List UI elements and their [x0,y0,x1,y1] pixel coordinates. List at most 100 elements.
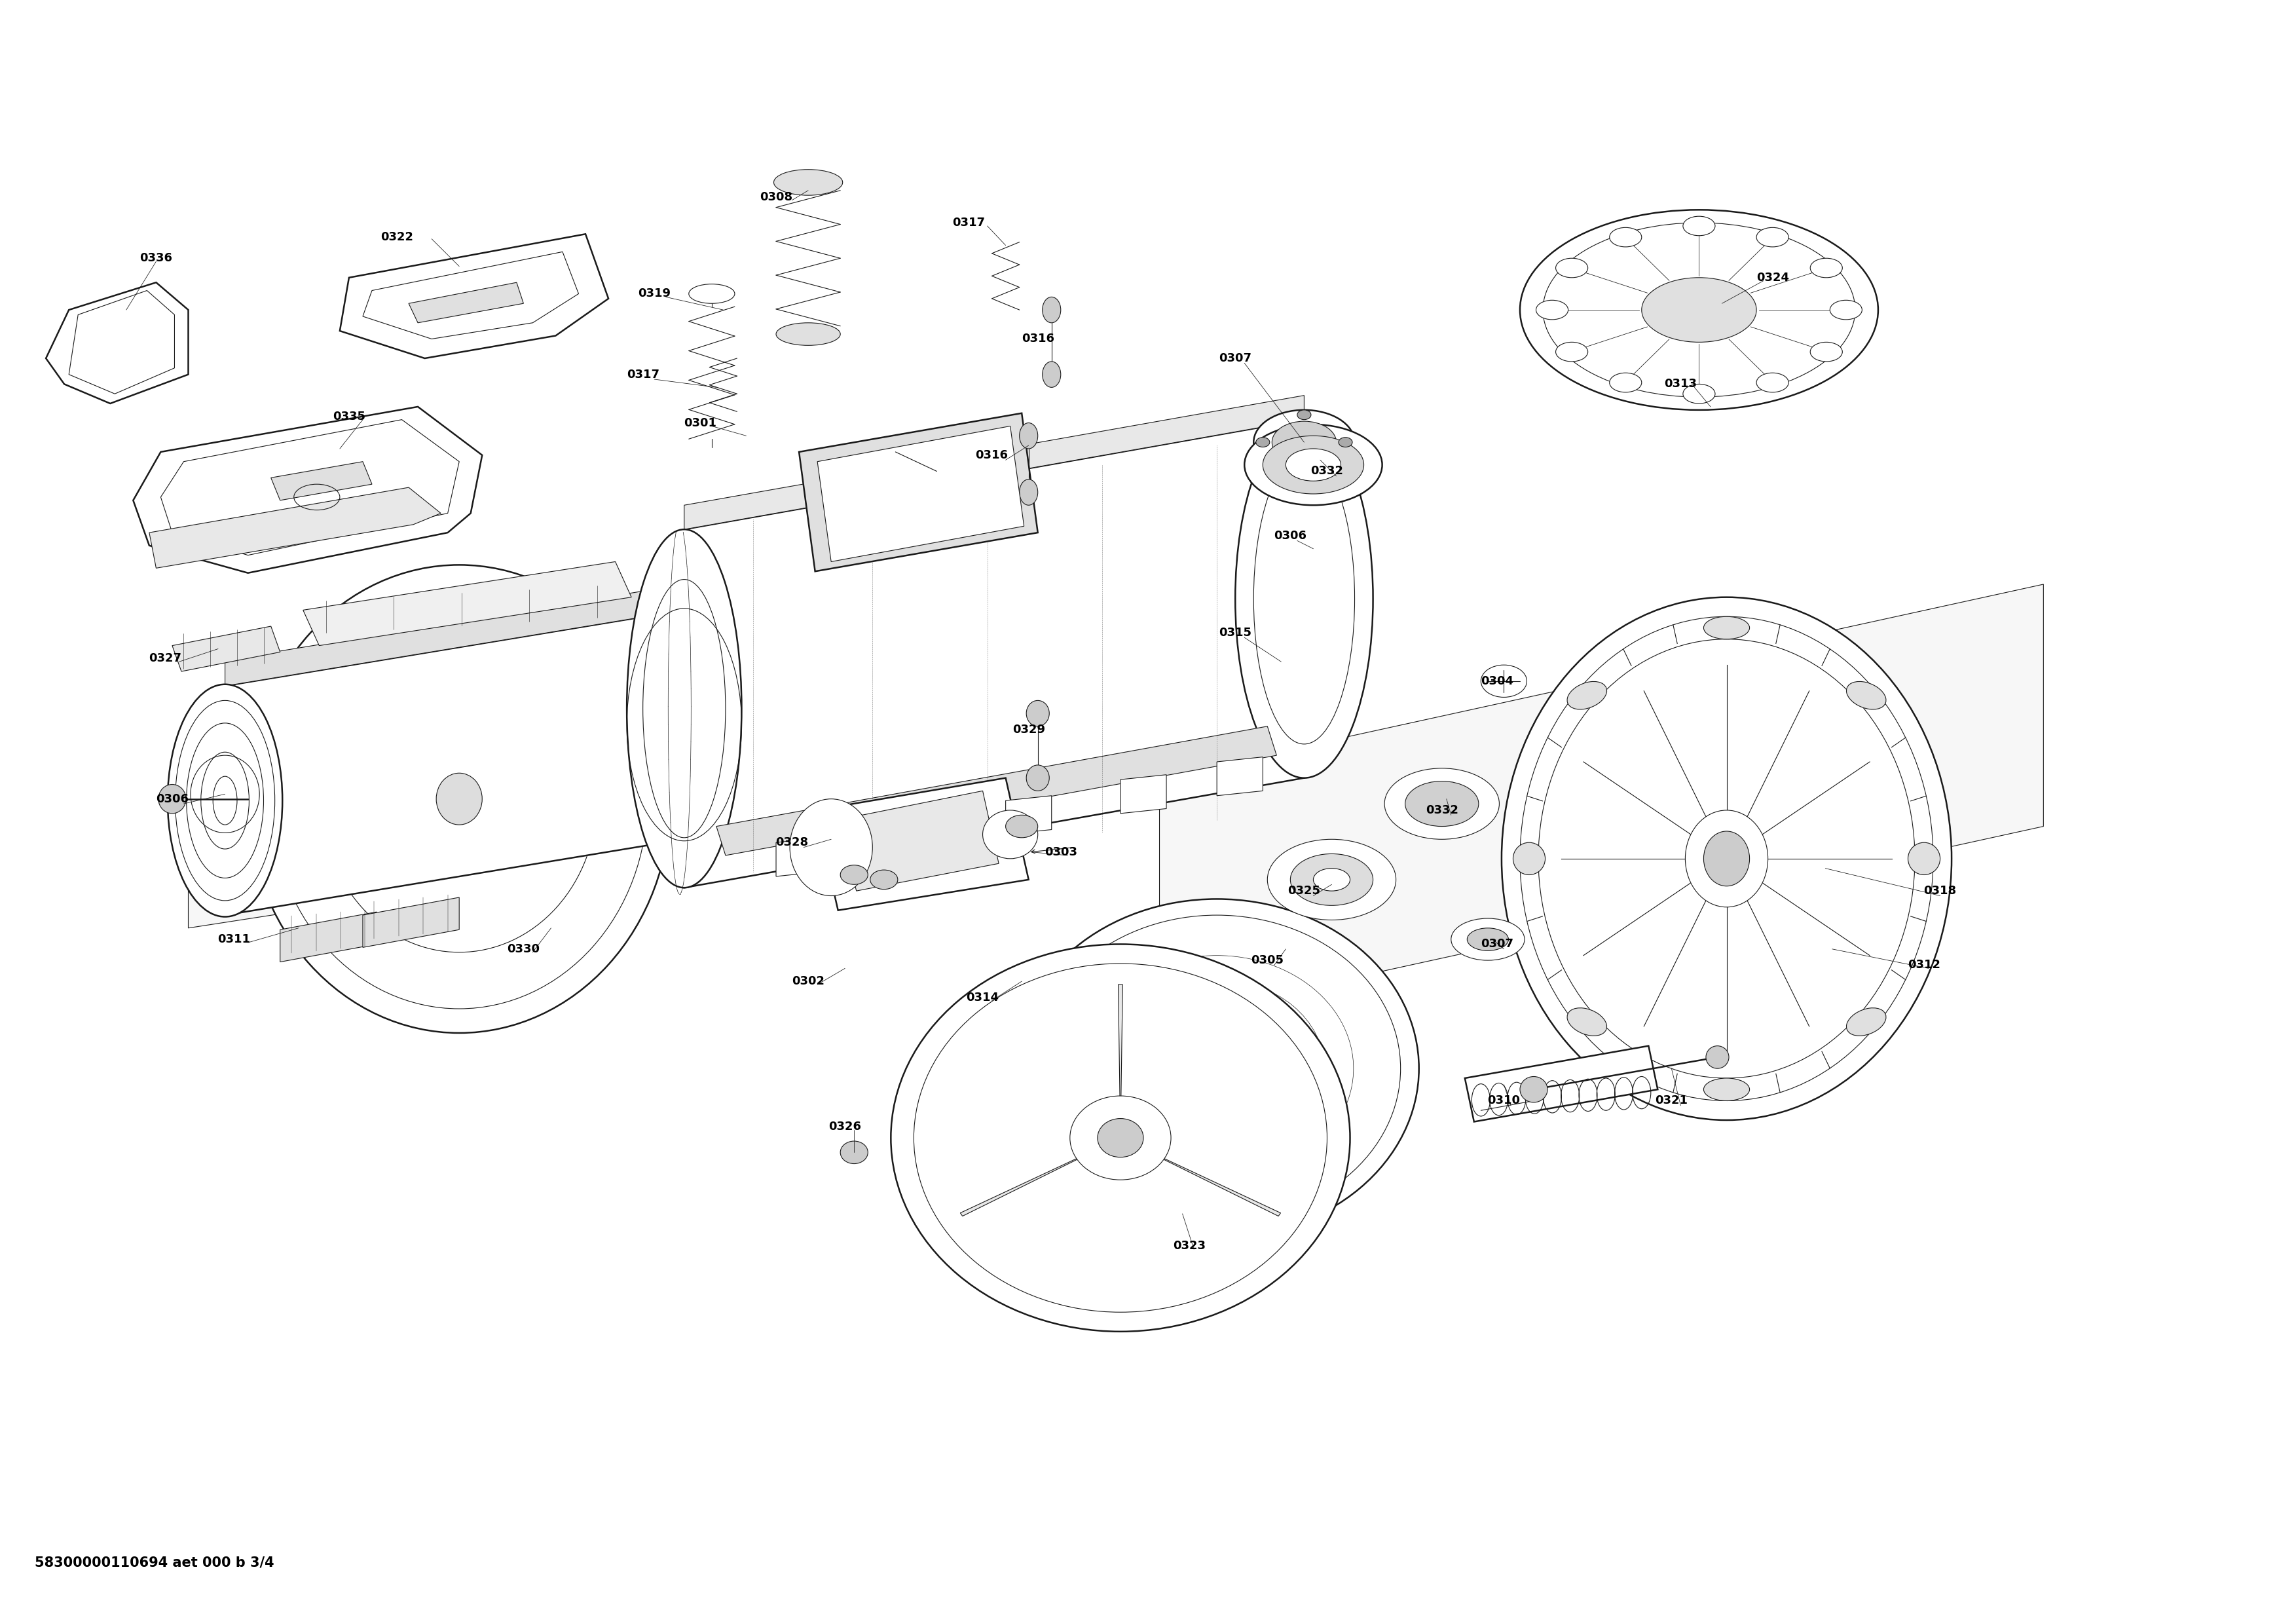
Ellipse shape [1846,681,1885,710]
Ellipse shape [1568,1007,1607,1036]
Ellipse shape [158,784,186,813]
Ellipse shape [1481,665,1527,697]
Ellipse shape [627,529,742,888]
Polygon shape [225,584,684,686]
Text: 0336: 0336 [140,252,172,265]
Ellipse shape [1297,465,1311,475]
Text: 0324: 0324 [1756,271,1789,284]
Polygon shape [799,413,1038,571]
Ellipse shape [1520,1077,1548,1102]
Ellipse shape [1097,1119,1143,1157]
Text: 0332: 0332 [1426,804,1458,817]
Text: 0317: 0317 [627,368,659,381]
Polygon shape [1465,1046,1658,1122]
Polygon shape [960,1152,1091,1215]
Ellipse shape [1685,810,1768,907]
Ellipse shape [1704,617,1750,639]
Polygon shape [271,462,372,500]
Text: 0317: 0317 [953,216,985,229]
Ellipse shape [1642,278,1756,342]
Ellipse shape [1706,1046,1729,1068]
Text: 0311: 0311 [218,933,250,946]
Text: 0312: 0312 [1908,959,1940,972]
Polygon shape [1006,796,1052,834]
Ellipse shape [1384,768,1499,839]
Text: 0318: 0318 [1924,884,1956,897]
Text: 0302: 0302 [792,975,824,988]
Text: 0304: 0304 [1481,675,1513,688]
Ellipse shape [1272,421,1336,463]
Ellipse shape [1536,300,1568,320]
Ellipse shape [1313,868,1350,891]
Ellipse shape [1704,1078,1750,1101]
Ellipse shape [1846,1007,1885,1036]
Ellipse shape [1520,210,1878,410]
Text: 0328: 0328 [776,836,808,849]
Ellipse shape [1026,700,1049,726]
Text: 0325: 0325 [1288,884,1320,897]
Ellipse shape [1026,765,1049,791]
Polygon shape [46,282,188,404]
Text: 0305: 0305 [1251,954,1283,967]
Ellipse shape [1557,342,1589,362]
Text: 0314: 0314 [967,991,999,1004]
Ellipse shape [840,865,868,884]
Text: 0308: 0308 [760,190,792,203]
Ellipse shape [1263,436,1364,494]
Ellipse shape [891,944,1350,1332]
Ellipse shape [776,323,840,345]
Ellipse shape [1254,410,1355,475]
Ellipse shape [1297,410,1311,420]
Polygon shape [1118,985,1123,1109]
Ellipse shape [1756,373,1789,392]
Polygon shape [1120,775,1166,813]
Ellipse shape [774,169,843,195]
Ellipse shape [1683,216,1715,236]
Text: 0315: 0315 [1219,626,1251,639]
Ellipse shape [1019,423,1038,449]
Ellipse shape [248,565,670,1033]
Text: 0335: 0335 [333,410,365,423]
Text: 0301: 0301 [684,416,716,429]
Ellipse shape [1339,437,1352,447]
Ellipse shape [1756,228,1789,247]
Ellipse shape [1557,258,1589,278]
Polygon shape [838,791,999,891]
Ellipse shape [1006,815,1038,838]
Ellipse shape [1513,843,1545,875]
Text: 0322: 0322 [381,231,413,244]
Ellipse shape [1502,597,1952,1120]
Ellipse shape [1015,899,1419,1238]
Ellipse shape [1683,384,1715,404]
Text: 0313: 0313 [1665,378,1697,391]
Ellipse shape [1704,831,1750,886]
Ellipse shape [1830,300,1862,320]
Ellipse shape [689,284,735,303]
Ellipse shape [1809,258,1841,278]
Ellipse shape [1451,918,1525,960]
Polygon shape [133,407,482,573]
Ellipse shape [1256,437,1270,447]
Text: 0316: 0316 [976,449,1008,462]
Text: 0306: 0306 [1274,529,1306,542]
Ellipse shape [436,773,482,825]
Ellipse shape [1019,479,1038,505]
Polygon shape [149,487,441,568]
Text: 0330: 0330 [507,943,540,955]
Ellipse shape [1042,362,1061,387]
Polygon shape [188,584,1159,928]
Ellipse shape [1568,681,1607,710]
Polygon shape [817,426,1024,562]
Polygon shape [409,282,523,323]
Polygon shape [1150,1152,1281,1215]
Ellipse shape [790,799,872,896]
Text: 58300000110694 aet 000 b 3/4: 58300000110694 aet 000 b 3/4 [34,1556,273,1569]
Polygon shape [280,912,377,962]
Ellipse shape [1042,297,1061,323]
Ellipse shape [1609,373,1642,392]
Text: 0303: 0303 [1045,846,1077,859]
Polygon shape [716,726,1277,855]
Text: 0323: 0323 [1173,1240,1205,1252]
Text: 0306: 0306 [156,792,188,805]
Ellipse shape [1244,424,1382,505]
